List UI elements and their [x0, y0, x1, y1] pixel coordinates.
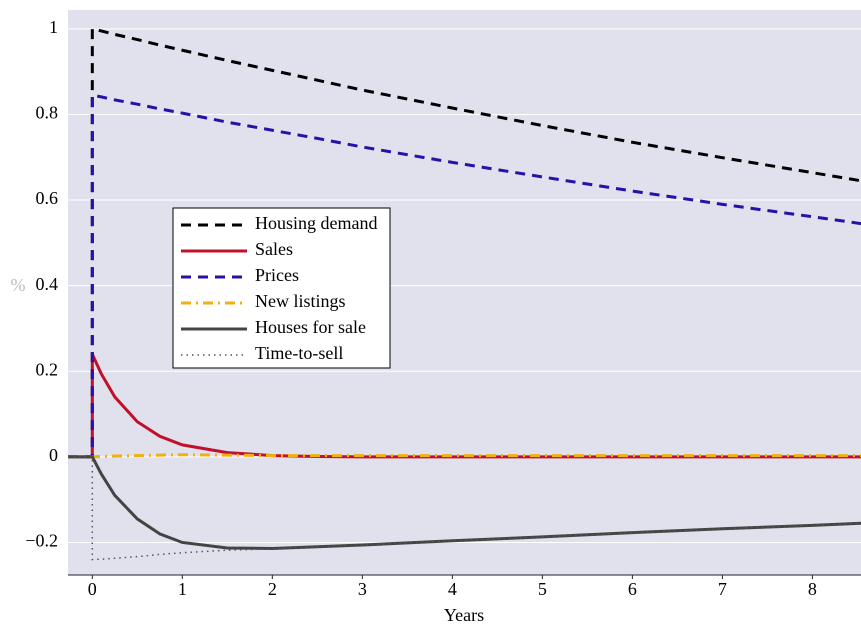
x-tick-label: 2 [268, 579, 277, 599]
x-tick-label: 7 [718, 579, 727, 599]
y-tick-label: 0.2 [36, 359, 59, 379]
y-tick-label: 1 [49, 17, 58, 37]
y-tick-label: 0 [49, 445, 58, 465]
x-tick-label: 8 [808, 579, 817, 599]
legend-label: New listings [255, 291, 346, 311]
legend-label: Time-to-sell [255, 343, 343, 363]
series-line [68, 456, 861, 561]
legend-label: Housing demand [255, 213, 377, 233]
x-tick-label: 4 [448, 579, 457, 599]
y-tick-label: −0.2 [25, 531, 58, 551]
y-tick-label: 0.4 [36, 274, 59, 294]
legend-label: Houses for sale [255, 317, 366, 337]
x-axis-label: Years [444, 605, 484, 625]
x-tick-label: 3 [358, 579, 367, 599]
legend-box [172, 207, 391, 369]
y-tick-label: 0.6 [36, 188, 59, 208]
legend-label: Prices [255, 265, 299, 285]
series-line [68, 453, 861, 459]
x-tick-label: 0 [88, 579, 97, 599]
series-line [68, 455, 861, 550]
x-tick-label: 1 [178, 579, 187, 599]
x-tick-label: 5 [538, 579, 547, 599]
legend-label: Sales [255, 239, 293, 259]
series-line [68, 26, 861, 459]
y-tick-label: 0.8 [36, 103, 59, 123]
legend: Housing demand Sales Prices New listings Hou… [172, 207, 391, 369]
x-tick-label: 6 [628, 579, 637, 599]
y-axis-label: % [11, 275, 26, 295]
series-line [68, 93, 861, 459]
